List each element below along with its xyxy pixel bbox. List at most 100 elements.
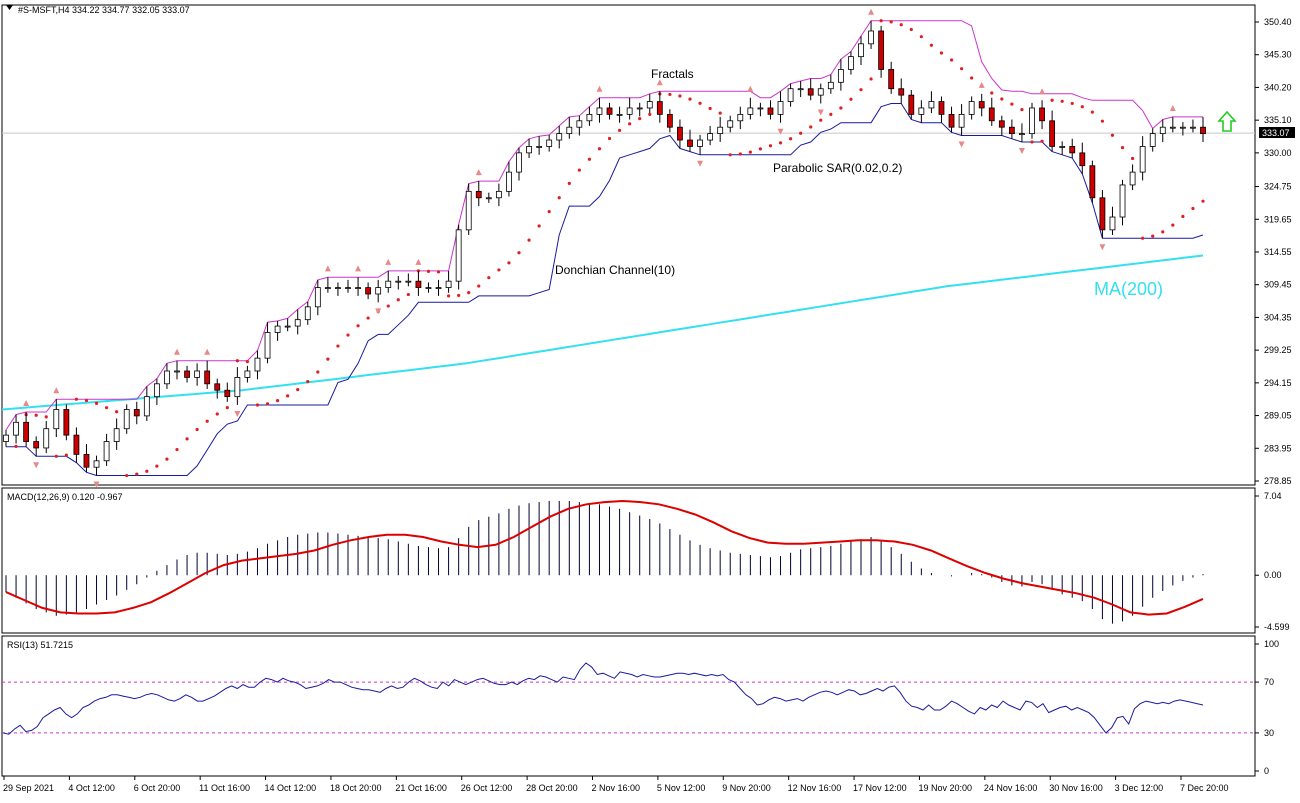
fractal-up-marker (53, 387, 60, 394)
candle-body (33, 441, 40, 449)
time-tick-label: 6 Oct 20:00 (134, 783, 181, 793)
sar-dot (879, 19, 883, 23)
sar-dot (175, 447, 179, 452)
fractal-down-marker (93, 481, 100, 488)
rsi-tick-label: 30 (1264, 728, 1274, 738)
price-tick-label: 345.30 (1264, 50, 1292, 60)
sar-dot (296, 388, 300, 392)
donchian-upper-line (5, 20, 1203, 431)
sar-dot (527, 238, 531, 242)
candle-body (224, 389, 231, 398)
candle-body (475, 190, 482, 199)
macd-signal-line (5, 499, 1204, 616)
candle-body (727, 120, 734, 128)
chart-menu-triangle-icon[interactable] (6, 5, 13, 10)
sar-dot (1141, 236, 1145, 240)
candle-body (73, 434, 80, 455)
candle-body (666, 113, 673, 128)
candle-body (425, 287, 432, 289)
fractal-up-marker (1039, 88, 1046, 95)
candle-body (858, 43, 864, 58)
sar-dot (115, 410, 119, 414)
fractal-down-marker (697, 160, 704, 167)
candle-body (63, 409, 70, 436)
buy-arrow-up-icon (1217, 110, 1237, 132)
fractal-up-marker (23, 400, 30, 407)
candle-body (626, 107, 633, 115)
candle-body (948, 113, 955, 128)
fractal-down-marker (1018, 147, 1025, 154)
sar-dot (939, 51, 944, 55)
candle-body (365, 287, 372, 295)
sar-dot (959, 67, 964, 71)
candle-body (465, 190, 472, 231)
candle-body (918, 107, 925, 115)
candle-body (697, 139, 703, 147)
candle-body (445, 280, 452, 288)
fractal-up-marker (596, 85, 603, 92)
macd-tick-label: 0.00 (1264, 570, 1282, 580)
sar-dot (54, 454, 58, 458)
sar-dot (819, 118, 823, 122)
sar-dot (607, 136, 612, 141)
sar-dot (1090, 110, 1094, 114)
sar-dot (1201, 199, 1205, 203)
candle-body (13, 421, 19, 436)
candle-body (596, 107, 603, 115)
sar-dot (758, 147, 763, 151)
sar-dot (286, 394, 290, 398)
candle-body (747, 107, 754, 115)
candle-body (345, 287, 351, 289)
candle-body (284, 325, 291, 328)
sar-dot (1151, 234, 1155, 238)
time-tick-label: 29 Sep 2021 (3, 783, 54, 793)
sar-dot (537, 224, 541, 228)
fractals-annotation: Fractals (651, 67, 694, 81)
candle-body (777, 101, 784, 115)
price-tick-label: 340.20 (1264, 82, 1292, 92)
candle-body (415, 280, 422, 288)
sar-dot (326, 357, 330, 361)
candle-body (274, 325, 281, 333)
rsi-tick-label: 70 (1264, 677, 1274, 687)
candle-body (1159, 126, 1166, 135)
sar-dot (235, 359, 239, 363)
candle-body (968, 101, 975, 115)
time-tick-label: 17 Nov 12:00 (853, 783, 907, 793)
sar-dot (809, 125, 813, 129)
candle-body (717, 126, 724, 135)
sar-dot (255, 403, 260, 407)
candle-body (1129, 171, 1136, 186)
candle-body (1029, 107, 1035, 135)
sar-dot (34, 413, 38, 417)
donchian-lower-line (6, 103, 1204, 476)
candle-body (1190, 126, 1196, 129)
candle-body (536, 146, 543, 148)
sar-dot (889, 20, 893, 24)
fractal-up-marker (415, 258, 422, 265)
macd-tick-label: -4.599 (1264, 622, 1290, 632)
candle-body (888, 69, 895, 90)
ma200-line (1, 254, 1204, 411)
sar-dot (74, 397, 79, 401)
sar-dot (688, 97, 692, 101)
candle-body (304, 306, 311, 321)
time-tick-label: 11 Oct 16:00 (199, 783, 250, 793)
sar-dot (899, 23, 903, 27)
sar-dot (306, 380, 310, 384)
candle-body (153, 383, 160, 398)
time-tick-label: 14 Oct 12:00 (265, 783, 317, 793)
candle-body (506, 171, 512, 192)
sar-dot (799, 131, 803, 135)
time-tick-label: 24 Nov 16:00 (984, 783, 1038, 793)
time-tick-label: 9 Nov 20:00 (722, 783, 771, 793)
sar-dot (577, 168, 581, 172)
time-tick-label: 21 Oct 16:00 (395, 783, 447, 793)
sar-dot (195, 427, 199, 432)
candle-body (978, 101, 985, 109)
ma-annotation: MA(200) (1094, 279, 1163, 299)
sar-dot (14, 444, 18, 448)
sar-dot (467, 290, 471, 295)
sar-dot (356, 324, 360, 328)
